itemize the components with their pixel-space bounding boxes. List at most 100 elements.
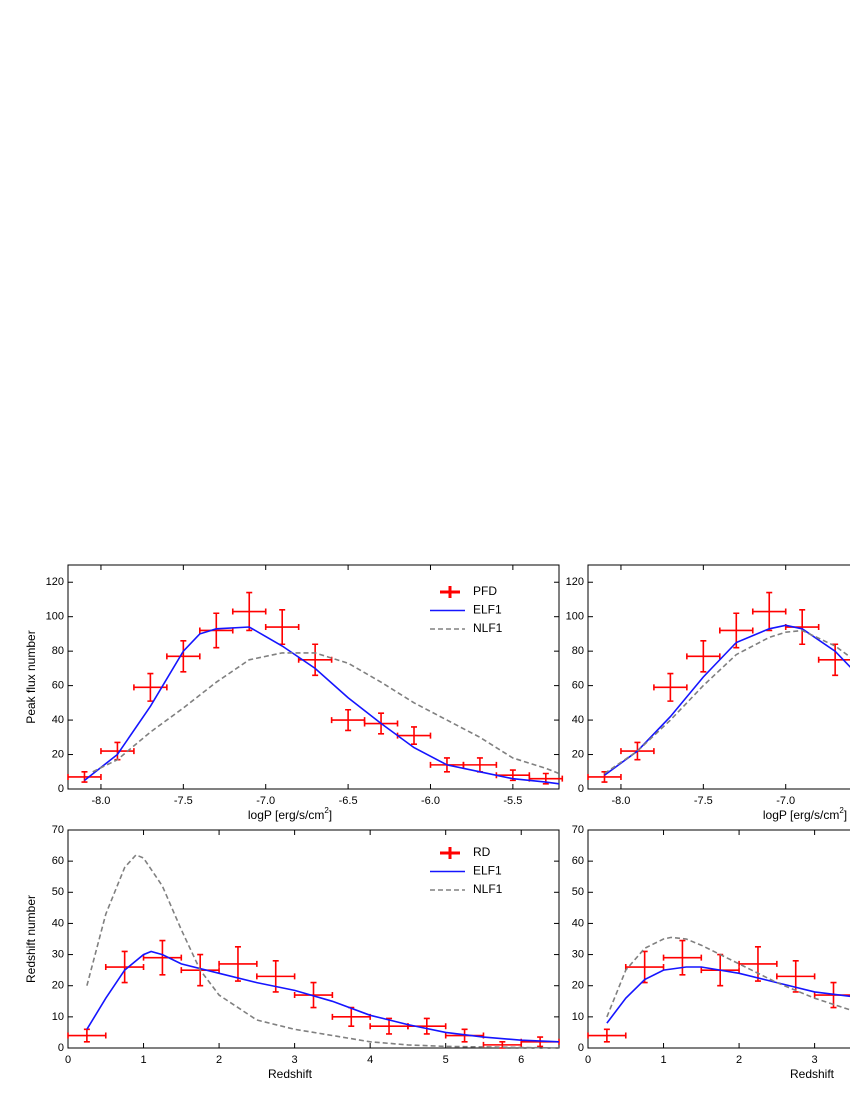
error-bar-point bbox=[104, 950, 145, 984]
y-tick-label: 50 bbox=[572, 886, 584, 898]
y-tick-label: 20 bbox=[52, 748, 64, 760]
y-tick-label: 40 bbox=[572, 917, 584, 929]
panel: -8.0 -7.5 -7.0 0 20 40 60 80 100 120 logP [erg/s/c… bbox=[566, 564, 850, 822]
x-axis-label-part: ] bbox=[329, 808, 332, 822]
x-tick-label: -7.5 bbox=[694, 795, 713, 807]
error-bar-point bbox=[67, 1028, 107, 1043]
x-axis-label-part: logP [erg/s/cm bbox=[248, 808, 324, 822]
error-bar-point bbox=[231, 591, 267, 632]
y-tick-label: 30 bbox=[572, 948, 584, 960]
y-tick-label: 80 bbox=[52, 645, 64, 657]
x-axis-label: Redshift bbox=[268, 1067, 313, 1081]
y-tick-label: 30 bbox=[52, 948, 64, 960]
error-bar-point bbox=[719, 612, 754, 649]
y-tick-label: 100 bbox=[46, 611, 64, 623]
x-tick-label: 0 bbox=[585, 1054, 591, 1066]
x-tick-label: 2 bbox=[216, 1054, 222, 1066]
error-bar-point bbox=[482, 1040, 523, 1049]
curve bbox=[606, 936, 850, 1018]
error-bar-point bbox=[662, 939, 703, 976]
x-tick-label: 1 bbox=[140, 1054, 146, 1066]
plot-frame bbox=[587, 829, 850, 1049]
error-bar-point bbox=[297, 643, 333, 677]
x-tick-label: 3 bbox=[812, 1054, 818, 1066]
x-tick-label: -7.0 bbox=[776, 795, 795, 807]
error-bar-point bbox=[67, 770, 102, 783]
error-bar-point bbox=[462, 757, 498, 773]
legend-label: RD bbox=[473, 845, 491, 859]
x-tick-label: 2 bbox=[736, 1054, 742, 1066]
y-tick-label: 120 bbox=[46, 576, 64, 588]
error-bar-point bbox=[813, 981, 850, 1009]
error-bar-point bbox=[686, 640, 721, 673]
x-axis-label: logP [erg/s/cm2] bbox=[248, 806, 332, 822]
x-tick-label: -8.0 bbox=[91, 795, 110, 807]
y-tick-label: 20 bbox=[572, 748, 584, 760]
legend-label: NLF1 bbox=[473, 621, 503, 635]
y-tick-label: 60 bbox=[572, 855, 584, 867]
error-bar-point bbox=[751, 591, 787, 632]
y-tick-label: 20 bbox=[572, 980, 584, 992]
legend-marker bbox=[440, 586, 460, 598]
error-bar-point bbox=[396, 726, 432, 745]
x-tick-label: 3 bbox=[292, 1054, 298, 1066]
y-tick-label: 0 bbox=[58, 1042, 64, 1054]
error-bar-point bbox=[587, 770, 622, 783]
x-tick-label: 0 bbox=[65, 1054, 71, 1066]
x-tick-label: -8.0 bbox=[611, 795, 630, 807]
plot-frame bbox=[587, 564, 850, 790]
y-tick-label: 100 bbox=[566, 611, 584, 623]
x-tick-label: -7.0 bbox=[256, 795, 275, 807]
error-bar-point bbox=[738, 945, 778, 982]
legend-label: ELF1 bbox=[473, 864, 502, 878]
y-tick-label: 10 bbox=[572, 1011, 584, 1023]
error-bar-point bbox=[587, 1028, 627, 1043]
y-tick-label: 60 bbox=[52, 680, 64, 692]
y-tick-label: 40 bbox=[52, 714, 64, 726]
y-tick-label: 60 bbox=[52, 855, 64, 867]
x-tick-label: 1 bbox=[660, 1054, 666, 1066]
legend-marker bbox=[440, 847, 460, 859]
error-bar-point bbox=[218, 945, 258, 982]
error-bar-point bbox=[330, 708, 366, 732]
plot-frame bbox=[67, 564, 560, 790]
y-tick-label: 50 bbox=[52, 886, 64, 898]
y-tick-label: 40 bbox=[52, 917, 64, 929]
error-bar-point bbox=[653, 672, 688, 702]
error-bar-point bbox=[166, 640, 201, 673]
y-tick-label: 80 bbox=[572, 645, 584, 657]
error-bar-point bbox=[331, 1006, 371, 1027]
x-axis-label-part: logP [erg/s/cm bbox=[763, 808, 839, 822]
x-axis-label-part: 2 bbox=[324, 806, 329, 815]
y-tick-label: 0 bbox=[58, 783, 64, 795]
curve bbox=[606, 966, 850, 1024]
y-tick-label: 70 bbox=[52, 824, 64, 836]
error-bar-point bbox=[264, 609, 300, 646]
x-tick-label: -5.5 bbox=[503, 795, 522, 807]
x-axis-label: logP [erg/s/cm2] bbox=[763, 806, 847, 822]
y-axis-label: Peak flux number bbox=[24, 630, 38, 723]
error-bar-point bbox=[817, 643, 850, 677]
y-tick-label: 60 bbox=[572, 680, 584, 692]
x-axis-label-part: Redshift bbox=[268, 1067, 313, 1081]
y-tick-label: 20 bbox=[52, 980, 64, 992]
curve bbox=[84, 626, 560, 785]
error-bar-point bbox=[784, 609, 820, 646]
error-bar-point bbox=[528, 772, 564, 785]
legend-label: ELF1 bbox=[473, 603, 502, 617]
x-tick-label: -7.5 bbox=[174, 795, 193, 807]
error-bar-point bbox=[624, 950, 665, 984]
error-bar-point bbox=[407, 1017, 447, 1035]
curve bbox=[86, 950, 560, 1043]
x-tick-label: 6 bbox=[518, 1054, 524, 1066]
error-bar-point bbox=[142, 939, 183, 976]
y-axis-label: Redshift number bbox=[24, 895, 38, 983]
legend-label: NLF1 bbox=[473, 882, 503, 896]
x-tick-label: -6.5 bbox=[339, 795, 358, 807]
panel: -8.0 -7.5 -7.0 -6.5 -6.0 -5.5 0 20 40 60 80 100 120 P… bbox=[24, 564, 564, 822]
curve bbox=[92, 652, 560, 775]
